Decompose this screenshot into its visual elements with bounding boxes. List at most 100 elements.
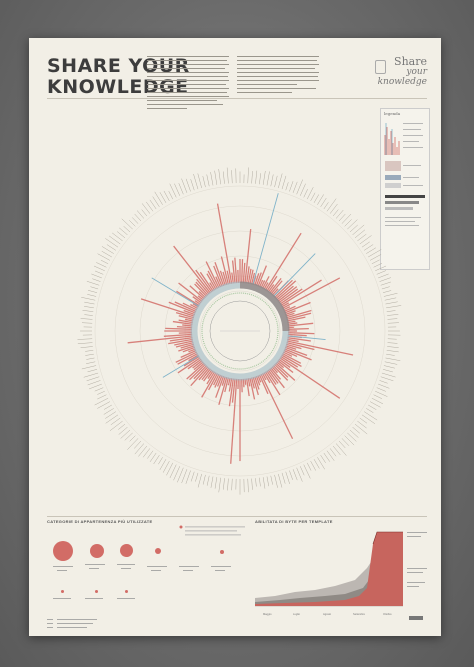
- outer-label-tick: [80, 346, 93, 348]
- outer-label-tick: [274, 474, 278, 488]
- outer-label-tick: [152, 196, 160, 207]
- radial-bar: [263, 372, 271, 384]
- outer-label-tick: [296, 179, 303, 195]
- outer-label-tick: [147, 450, 154, 459]
- outer-label-tick: [326, 198, 337, 212]
- outer-label-tick: [259, 173, 261, 185]
- outer-label-tick: [382, 369, 393, 373]
- outer-label-tick: [159, 192, 167, 203]
- outer-label-tick: [386, 310, 396, 312]
- month-label-1: Maggio: [263, 613, 272, 616]
- outer-label-tick: [202, 474, 206, 485]
- outer-label-tick: [387, 322, 399, 324]
- outer-label-tick: [158, 457, 163, 465]
- radial-bar: [278, 288, 299, 304]
- radial-bar: [214, 374, 222, 388]
- outer-label-tick: [105, 414, 119, 424]
- outer-label-tick: [329, 448, 337, 457]
- outer-label-tick: [134, 440, 142, 449]
- radial-bar: [178, 345, 195, 352]
- outer-label-tick: [116, 231, 126, 239]
- radial-bar: [165, 327, 193, 330]
- radial-bar: [286, 340, 354, 356]
- outer-label-tick: [86, 357, 95, 360]
- outer-label-tick: [262, 477, 266, 489]
- outer-label-tick: [190, 179, 195, 191]
- outer-label-tick: [94, 387, 104, 392]
- outer-label-tick: [86, 361, 96, 364]
- outer-label-tick: [381, 372, 396, 378]
- radial-bar: [270, 280, 283, 295]
- category-bubble-2: [90, 544, 104, 558]
- guide-ring-1: [199, 290, 281, 372]
- accent-spike-1: [252, 193, 279, 285]
- radial-bar: [219, 270, 226, 286]
- outer-label-tick: [385, 301, 398, 305]
- outer-label-tick: [101, 250, 112, 258]
- radial-bar: [198, 367, 210, 381]
- outer-label-tick: [281, 175, 287, 190]
- radial-bar: [186, 362, 205, 380]
- radial-bar: [247, 268, 252, 284]
- outer-label-tick: [197, 173, 202, 189]
- outer-label-tick: [231, 478, 233, 491]
- outer-label-tick: [303, 464, 311, 479]
- outer-label-tick: [218, 169, 221, 185]
- radial-bar: [187, 358, 202, 370]
- outer-label-tick: [226, 167, 229, 184]
- radial-bar: [196, 278, 210, 295]
- legend-graphics: [384, 123, 425, 226]
- outer-label-tick: [368, 249, 382, 258]
- outer-label-tick: [146, 201, 154, 212]
- radial-bar: [264, 371, 281, 396]
- radial-bar: [182, 324, 193, 327]
- activity-title: ABILITATA DI BYTE PER TEMPLATE: [255, 519, 333, 524]
- radial-bar: [260, 373, 294, 440]
- category-bubble-1: [53, 541, 73, 561]
- radial-bar: [183, 309, 196, 316]
- radial-bar: [282, 351, 293, 357]
- outer-label-tick: [371, 259, 380, 265]
- guide-ring-6: [94, 185, 386, 477]
- outer-label-tick: [251, 478, 253, 490]
- outer-label-tick: [185, 470, 191, 484]
- radial-bar: [163, 333, 193, 337]
- outer-label-tick: [379, 380, 388, 384]
- outer-label-tick: [210, 476, 214, 488]
- radial-bar: [168, 338, 193, 345]
- radial-bar: [189, 363, 206, 381]
- radial-bar: [214, 262, 225, 287]
- outer-label-tick: [338, 440, 346, 449]
- outer-label-tick: [274, 175, 278, 188]
- outer-label-tick: [84, 306, 94, 309]
- outer-label-tick: [381, 286, 390, 290]
- radial-bar: [287, 327, 309, 330]
- radial-bar: [280, 355, 299, 368]
- outer-label-tick: [320, 455, 326, 463]
- outer-label-tick: [206, 475, 210, 486]
- radial-bar: [231, 260, 236, 284]
- outer-label-tick: [81, 365, 97, 370]
- outer-label-tick: [266, 476, 269, 487]
- radial-bar: [220, 256, 230, 285]
- radial-bar: [183, 355, 200, 367]
- radial-bar: [218, 376, 228, 405]
- outer-label-tick: [366, 247, 376, 254]
- footer-credits: [47, 619, 97, 628]
- radial-bar: [201, 372, 217, 398]
- radial-bar: [264, 232, 302, 291]
- outer-label-tick: [369, 401, 381, 408]
- outer-label-tick: [375, 390, 388, 397]
- outer-label-tick: [86, 281, 100, 286]
- outer-label-tick: [386, 353, 395, 356]
- radial-bar: [274, 363, 289, 378]
- radial-bar: [284, 348, 312, 361]
- radial-bar: [168, 301, 196, 314]
- outer-label-tick: [373, 394, 383, 399]
- outer-label-tick: [87, 294, 97, 297]
- outer-label-tick: [169, 183, 177, 198]
- radial-bar: [174, 340, 194, 346]
- radial-bar: [177, 357, 201, 374]
- outer-label-tick: [97, 253, 111, 261]
- radial-bar: [169, 337, 193, 342]
